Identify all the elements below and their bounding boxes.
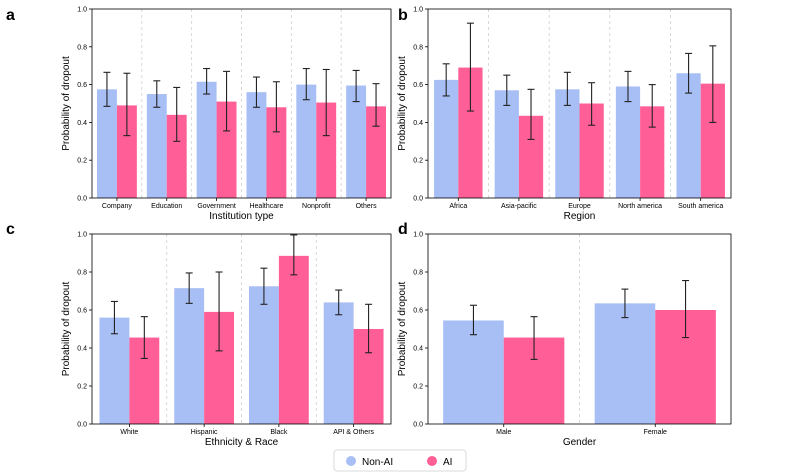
- y-tick-label: 0.0: [77, 422, 87, 429]
- bar-non-ai-white: [99, 317, 130, 424]
- x-axis-label: Region: [564, 211, 596, 222]
- y-tick-label: 0.6: [77, 82, 87, 89]
- y-tick-label: 1.0: [413, 7, 423, 14]
- x-tick-label: Asia-pacific: [501, 203, 537, 210]
- x-tick-label: Female: [644, 429, 667, 436]
- y-axis-label: Probability of dropout: [61, 56, 72, 151]
- x-tick-label: Hispanic: [191, 429, 218, 436]
- panel-letter: c: [6, 221, 15, 238]
- legend-marker-ai: [427, 456, 437, 466]
- legend-label-ai: AI: [443, 457, 452, 468]
- y-tick-label: 0.8: [413, 270, 423, 277]
- y-axis-label: Probability of dropout: [397, 282, 408, 377]
- y-tick-label: 0.6: [413, 308, 423, 315]
- bar-ai-nonprofit: [316, 102, 337, 198]
- bar-non-ai-europe: [555, 89, 580, 198]
- panel-d: d 0.0 0.2 0.4 0.6 0.8 1.0 Male Female Gender Proba…: [397, 221, 732, 448]
- bar-ai-education: [166, 114, 187, 198]
- y-tick-label: 0.0: [77, 196, 87, 203]
- bar-ai-government: [216, 101, 237, 198]
- legend: Non-AI AI: [333, 449, 467, 472]
- y-tick-label: 0.2: [77, 158, 87, 165]
- y-tick-label: 0.2: [413, 384, 423, 391]
- panel-a: a 0.0 0.2 0.4 0.6 0.8 1.0 Company Education Gover…: [6, 7, 392, 222]
- x-tick-label: Others: [356, 203, 378, 210]
- y-tick-label: 0.6: [77, 308, 87, 315]
- y-axis-label: Probability of dropout: [397, 56, 408, 151]
- y-tick-label: 0.4: [77, 346, 87, 353]
- panel-letter: d: [398, 221, 408, 238]
- plot-frame: [427, 233, 732, 425]
- x-tick-label: API & Others: [333, 429, 374, 436]
- plot-frame: [91, 8, 392, 199]
- bar-non-ai-api-others: [323, 302, 354, 424]
- x-tick-label: Government: [197, 203, 236, 210]
- panel-letter: b: [398, 7, 408, 24]
- bar-non-ai-nonprofit: [296, 84, 317, 198]
- bar-non-ai-hispanic: [174, 288, 205, 424]
- y-tick-label: 0.2: [77, 384, 87, 391]
- bar-non-ai-healthcare: [246, 92, 267, 198]
- y-tick-label: 1.0: [413, 232, 423, 239]
- x-tick-label: Black: [270, 429, 288, 436]
- bar-non-ai-north-america: [615, 86, 641, 198]
- bar-non-ai-female: [594, 303, 656, 424]
- bar-ai-black: [278, 255, 309, 424]
- y-tick-label: 0.2: [413, 158, 423, 165]
- y-tick-label: 0.4: [77, 120, 87, 127]
- x-tick-label: Europe: [568, 203, 591, 210]
- x-tick-label: Nonprofit: [302, 203, 330, 210]
- bar-non-ai-black: [248, 286, 279, 424]
- legend-marker-non-ai: [346, 456, 356, 466]
- y-tick-label: 0.6: [413, 82, 423, 89]
- x-tick-label: North america: [618, 203, 662, 210]
- x-tick-label: Company: [102, 203, 132, 210]
- x-tick-label: Male: [496, 429, 511, 436]
- y-tick-label: 0.4: [413, 346, 423, 353]
- x-axis-label: Institution type: [209, 211, 274, 222]
- bar-non-ai-company: [96, 89, 117, 198]
- bar-ai-healthcare: [266, 107, 287, 198]
- bar-ai-company: [116, 105, 137, 198]
- bar-non-ai-africa: [434, 79, 459, 198]
- bar-non-ai-others: [346, 85, 367, 198]
- y-tick-label: 0.8: [77, 44, 87, 51]
- y-tick-label: 0.4: [413, 120, 423, 127]
- y-tick-label: 0.0: [413, 422, 423, 429]
- legend-label-non-ai: Non-AI: [362, 457, 393, 468]
- y-axis-label: Probability of dropout: [61, 282, 72, 377]
- y-tick-label: 1.0: [77, 232, 87, 239]
- x-axis-label: Ethnicity & Race: [205, 437, 279, 448]
- x-tick-label: White: [120, 429, 138, 436]
- plot-frame: [91, 233, 392, 425]
- bar-non-ai-asia-pacific: [494, 90, 519, 198]
- x-axis-label: Gender: [563, 437, 597, 448]
- x-tick-label: Africa: [449, 203, 467, 210]
- y-tick-label: 0.8: [77, 270, 87, 277]
- x-tick-label: South america: [678, 203, 723, 210]
- panel-b: b 0.0 0.2 0.4 0.6 0.8 1.0 Africa Asia-pacific Eur…: [397, 7, 732, 222]
- bar-non-ai-government: [196, 81, 217, 198]
- bar-non-ai-male: [443, 320, 504, 424]
- bar-non-ai-education: [146, 94, 167, 198]
- x-tick-label: Healthcare: [249, 203, 283, 210]
- y-tick-label: 0.8: [413, 44, 423, 51]
- x-tick-label: Education: [151, 203, 182, 210]
- panel-letter: a: [6, 7, 15, 24]
- y-tick-label: 1.0: [77, 7, 87, 14]
- bar-non-ai-south-america: [676, 73, 701, 198]
- panel-c: c 0.0 0.2 0.4 0.6 0.8 1.0 White Hispanic Black API…: [6, 221, 392, 448]
- bar-ai-others: [366, 106, 387, 198]
- y-tick-label: 0.0: [413, 196, 423, 203]
